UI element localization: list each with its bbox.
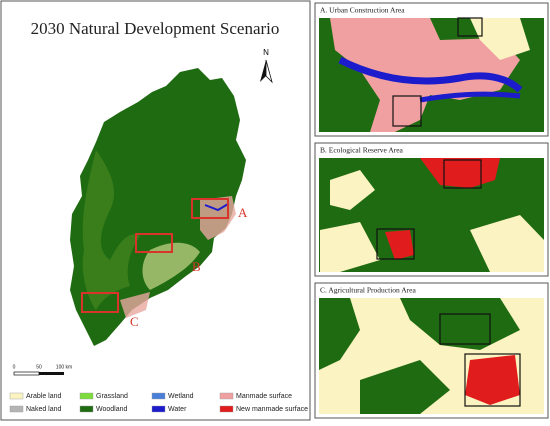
legend-label: Water <box>168 406 187 413</box>
arable-area <box>320 222 380 272</box>
scale-label: 50 <box>36 364 42 370</box>
legend-label: Wetland <box>168 393 194 400</box>
legend-label: Manmade surface <box>236 393 292 400</box>
area-box <box>81 292 119 313</box>
legend-swatch <box>9 392 24 400</box>
arable-patch <box>142 242 200 290</box>
legend-label: Naked land <box>26 406 62 413</box>
legend-swatch <box>219 392 234 400</box>
detail-box <box>376 228 415 260</box>
river <box>204 203 229 212</box>
arable-area <box>330 170 375 210</box>
detail-box <box>443 159 482 189</box>
river <box>419 91 521 103</box>
legend-swatch <box>151 405 166 413</box>
urban-patch <box>120 292 150 318</box>
scale-label: 100 km <box>56 364 72 370</box>
river <box>338 56 523 93</box>
detail-box <box>392 95 422 127</box>
north-arrow <box>260 60 266 82</box>
legend-label: Arable land <box>26 393 62 400</box>
scale-bar <box>39 372 64 375</box>
arable-area <box>470 215 544 272</box>
legend-swatch <box>151 392 166 400</box>
detail-box <box>464 353 521 407</box>
arable-patch <box>82 150 140 310</box>
legend-swatch <box>79 392 94 400</box>
legend-swatch <box>79 405 94 413</box>
new-urban <box>385 230 414 260</box>
area-box <box>191 198 229 219</box>
legend-label: New manmade surface <box>236 406 308 413</box>
map-title: 2030 Natural Development Scenario <box>31 19 280 38</box>
woodland-area <box>319 298 360 370</box>
area-box <box>135 233 173 253</box>
detail-box <box>439 313 491 345</box>
north-arrow <box>265 59 273 84</box>
panel-title: A. Urban Construction Area <box>320 6 405 15</box>
legend-label: Woodland <box>96 406 128 413</box>
arable-area <box>470 18 530 60</box>
scale-bar <box>13 371 40 376</box>
area-marker: B <box>192 259 201 274</box>
new-urban <box>465 355 520 405</box>
legend-label: Grassland <box>96 393 128 400</box>
urban-area <box>330 18 520 132</box>
detail-box <box>457 17 483 37</box>
legend-swatch <box>9 405 24 413</box>
panel-title: C. Agricultural Production Area <box>320 286 416 295</box>
north-label: N <box>263 48 269 57</box>
scale-label: 0 <box>13 364 16 370</box>
woodland-area <box>360 360 450 414</box>
new-urban <box>420 158 500 188</box>
legend-swatch <box>219 405 234 413</box>
area-marker: C <box>130 314 139 329</box>
area-marker: A <box>238 205 248 220</box>
panel-title: B. Ecological Reserve Area <box>320 146 404 155</box>
